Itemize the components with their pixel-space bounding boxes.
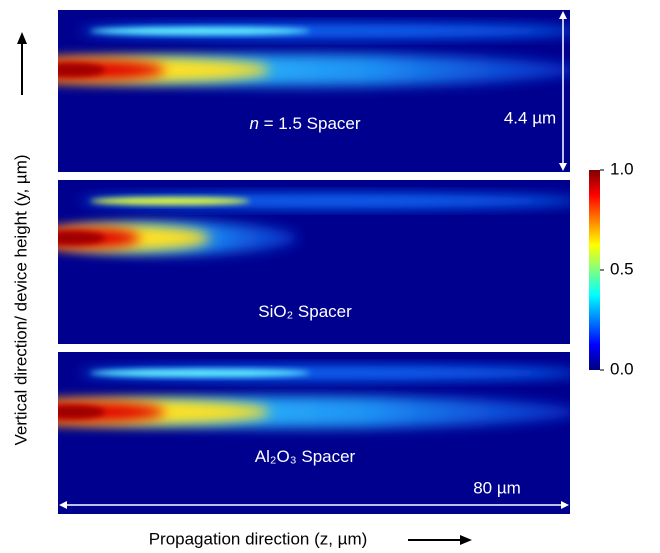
colorbar-tick-label: 0.5 xyxy=(610,259,634,278)
field-map xyxy=(58,10,570,172)
beam-upper-core xyxy=(90,197,250,205)
panel-label: SiO₂ Spacer xyxy=(258,302,352,321)
beam-upper-core xyxy=(90,369,310,377)
colorbar-tick-label: 1.0 xyxy=(610,159,634,178)
x-arrowhead xyxy=(460,535,472,545)
beam-upper-core xyxy=(90,27,310,35)
panel-label: n = 1.5 Spacer xyxy=(249,114,360,133)
colorbar-tick-label: 0.0 xyxy=(610,359,634,378)
beam-darkred xyxy=(58,63,105,77)
arrowhead xyxy=(561,501,569,509)
panel-label-text: = 1.5 Spacer xyxy=(259,114,361,133)
arrowhead xyxy=(559,11,567,19)
beam-darkred xyxy=(58,405,105,419)
panel-label-text: SiO₂ Spacer xyxy=(258,302,352,321)
beam-darkred xyxy=(58,231,105,245)
field-map xyxy=(58,180,570,344)
length-annotation: 80 µm xyxy=(473,478,521,497)
panels: n = 1.5 Spacer SiO₂ Spacer Al₂O₃ Spacer xyxy=(58,10,570,514)
colorbar xyxy=(589,170,600,370)
height-annotation: 4.4 µm xyxy=(504,108,556,127)
panel-label-text: Al₂O₃ Spacer xyxy=(255,447,356,466)
panel-label-italic: n xyxy=(249,114,258,133)
y-axis-label: Vertical direction/ device height (y, µm… xyxy=(11,154,30,445)
x-axis-label: Propagation direction (z, µm) xyxy=(149,529,368,548)
annotations: 4.4 µm 80 µm xyxy=(59,11,569,509)
panel-label: Al₂O₃ Spacer xyxy=(255,447,356,466)
arrowhead xyxy=(559,163,567,171)
y-arrowhead xyxy=(17,32,27,44)
arrowhead xyxy=(59,501,67,509)
field-map xyxy=(58,352,570,514)
